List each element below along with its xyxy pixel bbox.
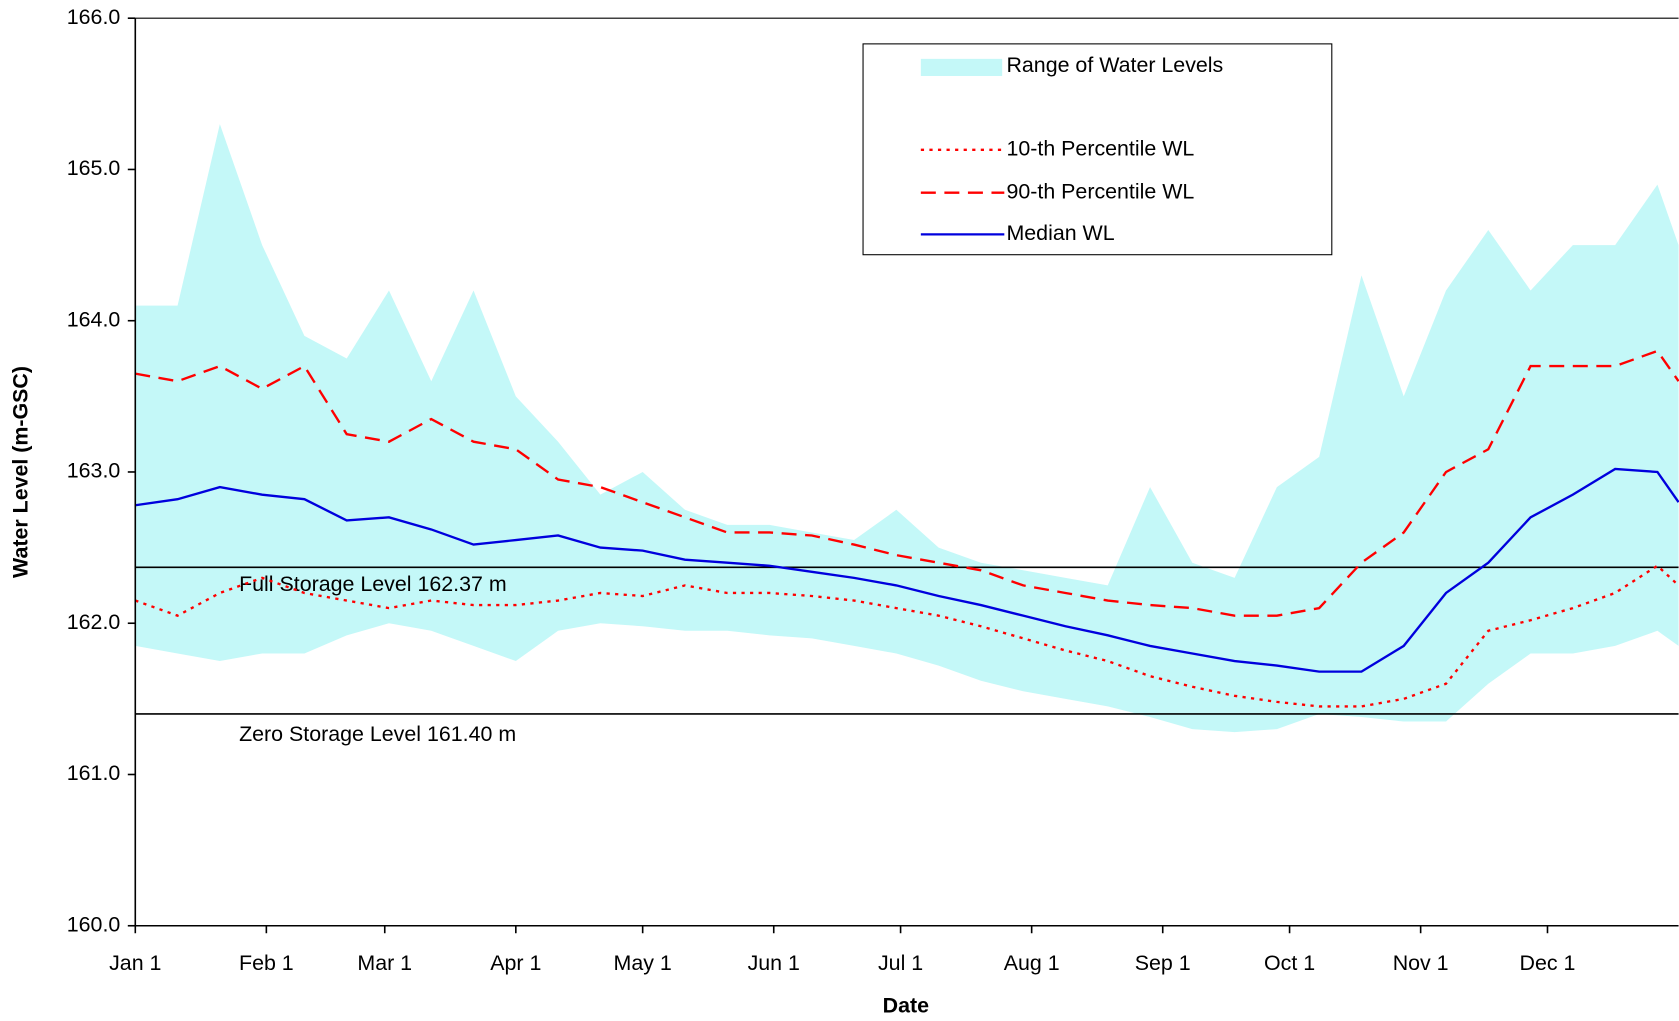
x-tick-label: Jun 1	[748, 951, 800, 975]
x-tick-label: Jul 1	[878, 951, 923, 975]
y-tick-label: 165.0	[67, 156, 121, 180]
x-tick-label: Feb 1	[239, 951, 294, 975]
range-area	[135, 124, 1679, 733]
x-tick-label: Dec 1	[1520, 951, 1576, 975]
legend-label: 90-th Percentile WL	[1006, 179, 1194, 203]
y-axis-title: Water Level (m-GSC)	[9, 366, 33, 578]
x-tick-label: Jan 1	[109, 951, 161, 975]
series-line	[135, 467, 1679, 673]
x-tick-label: Apr 1	[490, 951, 541, 975]
x-tick-label: Aug 1	[1004, 951, 1060, 975]
y-tick-label: 163.0	[67, 459, 121, 483]
reference-label: Full Storage Level 162.37 m	[239, 572, 507, 596]
x-axis-title: Date	[883, 994, 929, 1018]
series-line	[134, 564, 1679, 708]
legend-swatch	[920, 58, 1003, 76]
legend-label: Range of Water Levels	[1006, 53, 1223, 77]
x-tick-label: Nov 1	[1393, 951, 1449, 975]
legend-label: Median WL	[1006, 221, 1114, 245]
legend-label: 10-th Percentile WL	[1006, 136, 1194, 160]
y-tick-label: 166.0	[67, 5, 121, 29]
x-tick-label: Oct 1	[1264, 951, 1315, 975]
y-tick-label: 162.0	[67, 610, 121, 634]
series-line	[135, 349, 1679, 617]
x-tick-label: Sep 1	[1135, 951, 1191, 975]
y-tick-label: 161.0	[67, 761, 121, 785]
reference-label: Zero Storage Level 161.40 m	[239, 722, 516, 746]
y-tick-label: 160.0	[67, 912, 121, 936]
x-tick-label: May 1	[614, 951, 672, 975]
x-tick-label: Mar 1	[357, 951, 412, 975]
y-tick-label: 164.0	[67, 307, 121, 331]
